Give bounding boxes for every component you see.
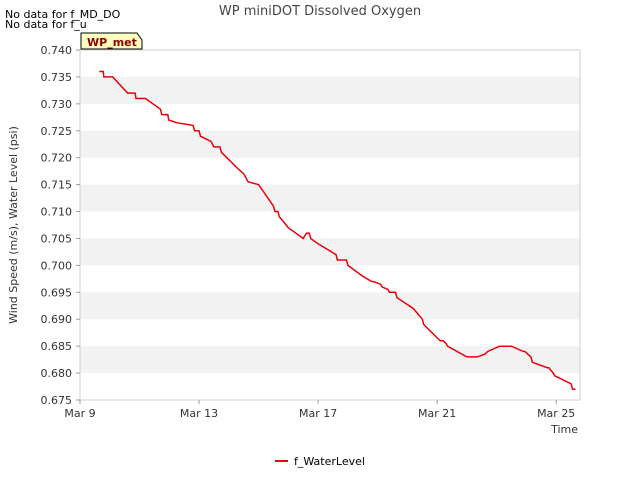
y-tick-label: 0.720 bbox=[41, 152, 73, 165]
series-line-f-waterlevel bbox=[99, 70, 576, 390]
legend-label-f-waterlevel: f_WaterLevel bbox=[294, 455, 365, 468]
x-axis-label: Time bbox=[550, 423, 578, 436]
y-tick-label: 0.685 bbox=[41, 340, 73, 353]
y-tick-label: 0.690 bbox=[41, 313, 73, 326]
x-tick-label: Mar 9 bbox=[64, 407, 95, 420]
y-tick-label: 0.680 bbox=[41, 367, 73, 380]
no-data-message-u: No data for f_u bbox=[5, 18, 87, 31]
no-data-message-md-do: No data for f_MD_DO bbox=[5, 8, 121, 21]
y-tick-label: 0.710 bbox=[41, 206, 73, 219]
legend: f_WaterLevel bbox=[275, 455, 365, 468]
x-tick-label: Mar 17 bbox=[299, 407, 337, 420]
x-tick-label: Mar 25 bbox=[537, 407, 575, 420]
grid-band bbox=[80, 76, 580, 104]
grid-band bbox=[80, 130, 580, 158]
plot-area-frame bbox=[79, 49, 581, 401]
grid-band bbox=[80, 346, 580, 374]
site-tag-label: WP_met bbox=[87, 36, 137, 49]
y-axis-label: Wind Speed (m/s), Water Level (psi) bbox=[7, 126, 20, 324]
x-axis-ticks: Mar 9 Mar 13 Mar 17 Mar 21 Mar 25 bbox=[64, 400, 575, 420]
site-tag: WP_met bbox=[80, 32, 143, 50]
y-tick-label: 0.695 bbox=[41, 286, 73, 299]
y-axis-ticks: 0.675 0.680 0.685 0.690 0.695 0.700 0.705 0.710… bbox=[41, 44, 80, 407]
y-tick-label: 0.725 bbox=[41, 125, 73, 138]
y-tick-label: 0.735 bbox=[41, 71, 73, 84]
x-tick-label: Mar 21 bbox=[418, 407, 456, 420]
y-tick-label: 0.700 bbox=[41, 259, 73, 272]
y-tick-label: 0.740 bbox=[41, 44, 73, 57]
y-tick-label: 0.675 bbox=[41, 394, 73, 407]
y-tick-label: 0.705 bbox=[41, 232, 73, 245]
y-tick-label: 0.730 bbox=[41, 98, 73, 111]
grid-band bbox=[80, 184, 580, 212]
y-tick-label: 0.715 bbox=[41, 179, 73, 192]
x-tick-label: Mar 13 bbox=[180, 407, 218, 420]
grid-band bbox=[80, 292, 580, 320]
grid-band bbox=[80, 238, 580, 266]
chart-title: WP miniDOT Dissolved Oxygen bbox=[219, 4, 421, 19]
grid-bands bbox=[80, 76, 580, 374]
site-tag-shape bbox=[80, 32, 143, 50]
